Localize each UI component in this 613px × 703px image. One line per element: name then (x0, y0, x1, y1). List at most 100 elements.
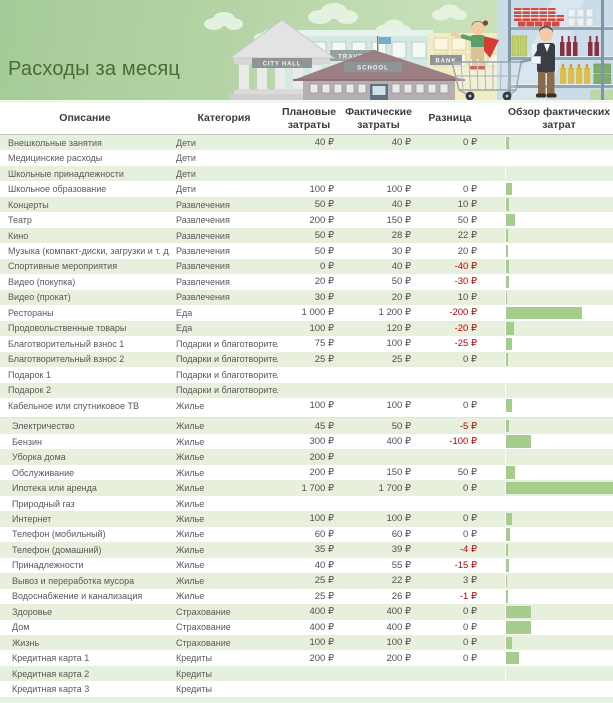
actual-cost-bar-cell[interactable] (505, 150, 613, 166)
description-cell[interactable]: Уборка дома (12, 452, 66, 463)
category-cell[interactable]: Жилье (176, 421, 205, 432)
actual-cost-cell[interactable]: 100 ₽ (386, 637, 411, 649)
column-header-actual[interactable]: Фактические затраты (345, 106, 412, 131)
category-cell[interactable]: Развлечения (176, 292, 230, 303)
actual-cost-cell[interactable]: 150 ₽ (386, 467, 411, 479)
actual-cost-bar-cell[interactable] (505, 557, 613, 574)
difference-cell[interactable]: 50 ₽ (457, 467, 477, 479)
planned-cost-cell[interactable]: 40 ₽ (314, 137, 334, 149)
actual-cost-cell[interactable]: 25 ₽ (391, 353, 411, 365)
difference-cell[interactable]: 0 ₽ (463, 621, 477, 633)
actual-cost-bar-cell[interactable] (505, 650, 613, 666)
category-cell[interactable]: Страхование (176, 622, 231, 633)
actual-cost-cell[interactable]: 50 ₽ (391, 420, 411, 432)
category-cell[interactable]: Еда (176, 307, 193, 318)
actual-cost-bar-cell[interactable] (505, 511, 613, 527)
actual-cost-bar-cell[interactable] (505, 243, 613, 259)
difference-cell[interactable]: -4 ₽ (459, 544, 477, 556)
actual-cost-cell[interactable]: 30 ₽ (391, 245, 411, 257)
description-cell[interactable]: Видео (покупка) (8, 276, 76, 287)
difference-cell[interactable]: -5 ₽ (459, 420, 477, 432)
actual-cost-bar-cell[interactable] (505, 227, 613, 244)
category-cell[interactable]: Развлечения (176, 215, 230, 226)
description-cell[interactable]: Концерты (8, 199, 49, 210)
category-cell[interactable]: Жилье (176, 467, 205, 478)
description-cell[interactable]: Здоровье (12, 606, 53, 617)
actual-cost-cell[interactable]: 100 ₽ (386, 183, 411, 195)
planned-cost-cell[interactable]: 300 ₽ (309, 436, 334, 448)
planned-cost-cell[interactable]: 75 ₽ (314, 338, 334, 350)
actual-cost-cell[interactable]: 22 ₽ (391, 575, 411, 587)
category-cell[interactable]: Дети (176, 168, 196, 179)
actual-cost-bar-cell[interactable] (505, 464, 613, 481)
difference-cell[interactable]: 0 ₽ (463, 353, 477, 365)
description-cell[interactable]: Бензин (12, 436, 43, 447)
difference-cell[interactable]: 0 ₽ (463, 606, 477, 618)
description-cell[interactable]: Кабельное или спутниковое ТВ (8, 400, 139, 411)
actual-cost-cell[interactable]: 100 ₽ (386, 513, 411, 525)
planned-cost-cell[interactable]: 25 ₽ (314, 590, 334, 602)
category-cell[interactable]: Жилье (176, 498, 205, 509)
actual-cost-bar-cell[interactable] (505, 336, 613, 352)
category-cell[interactable]: Дети (176, 184, 196, 195)
actual-cost-bar-cell[interactable] (505, 135, 613, 151)
description-cell[interactable]: Телефон (мобильный) (12, 529, 106, 540)
difference-cell[interactable]: -15 ₽ (454, 559, 477, 571)
actual-cost-cell[interactable]: 200 ₽ (386, 652, 411, 664)
category-cell[interactable]: Кредиты (176, 668, 212, 679)
actual-cost-bar-cell[interactable] (505, 382, 613, 398)
difference-cell[interactable]: 50 ₽ (457, 214, 477, 226)
difference-cell[interactable]: 0 ₽ (463, 482, 477, 494)
actual-cost-bar-cell[interactable] (505, 289, 613, 306)
category-cell[interactable]: Развлечения (176, 261, 230, 272)
planned-cost-cell[interactable]: 200 ₽ (309, 652, 334, 664)
actual-cost-cell[interactable]: 26 ₽ (391, 590, 411, 602)
category-cell[interactable]: Жилье (176, 452, 205, 463)
column-header-difference[interactable]: Разница (428, 112, 472, 125)
planned-cost-cell[interactable]: 100 ₽ (309, 513, 334, 525)
difference-cell[interactable]: 0 ₽ (463, 652, 477, 664)
actual-cost-cell[interactable]: 100 ₽ (386, 400, 411, 412)
actual-cost-bar-cell[interactable] (505, 573, 613, 589)
difference-cell[interactable]: 0 ₽ (463, 400, 477, 412)
description-cell[interactable]: Жизнь (12, 637, 40, 648)
actual-cost-bar-cell[interactable] (505, 588, 613, 605)
planned-cost-cell[interactable]: 40 ₽ (314, 559, 334, 571)
description-cell[interactable]: Подарок 1 (8, 369, 51, 380)
actual-cost-cell[interactable]: 28 ₽ (391, 230, 411, 242)
planned-cost-cell[interactable]: 30 ₽ (314, 291, 334, 303)
column-header-description[interactable]: Описание (59, 112, 111, 125)
actual-cost-bar-cell[interactable] (505, 196, 613, 213)
actual-cost-cell[interactable]: 120 ₽ (386, 322, 411, 334)
description-cell[interactable]: Видео (прокат) (8, 292, 71, 303)
actual-cost-bar-cell[interactable] (505, 542, 613, 558)
description-cell[interactable]: Принадлежности (12, 560, 84, 571)
description-cell[interactable]: Внешкольные занятия (8, 137, 102, 148)
actual-cost-bar-cell[interactable] (505, 367, 613, 383)
description-cell[interactable]: Театр (8, 215, 32, 226)
category-cell[interactable]: Подарки и благотворительность (176, 354, 278, 365)
actual-cost-bar-cell[interactable] (505, 258, 613, 275)
actual-cost-bar-cell[interactable] (505, 681, 613, 697)
planned-cost-cell[interactable]: 60 ₽ (314, 528, 334, 540)
description-cell[interactable]: Музыка (компакт-диски, загрузки и т. д.) (8, 246, 170, 257)
difference-cell[interactable]: -100 ₽ (449, 436, 477, 448)
description-cell[interactable]: Водоснабжение и канализация (12, 591, 143, 602)
actual-cost-bar-cell[interactable] (505, 665, 613, 682)
category-cell[interactable]: Жилье (176, 591, 205, 602)
category-cell[interactable]: Подарки и благотворительность (176, 338, 278, 349)
category-cell[interactable]: Развлечения (176, 246, 230, 257)
planned-cost-cell[interactable]: 1 700 ₽ (301, 482, 334, 494)
description-cell[interactable]: Школьное образование (8, 184, 107, 195)
description-cell[interactable]: Продовольственные товары (8, 323, 127, 334)
actual-cost-cell[interactable]: 40 ₽ (391, 260, 411, 272)
difference-cell[interactable]: -200 ₽ (449, 307, 477, 319)
actual-cost-cell[interactable]: 150 ₽ (386, 214, 411, 226)
description-cell[interactable]: Благотворительный взнос 2 (8, 354, 125, 365)
planned-cost-cell[interactable]: 100 ₽ (309, 400, 334, 412)
difference-cell[interactable]: 22 ₽ (457, 230, 477, 242)
category-cell[interactable]: Подарки и благотворительность (176, 385, 278, 396)
planned-cost-cell[interactable]: 35 ₽ (314, 544, 334, 556)
difference-cell[interactable]: 0 ₽ (463, 137, 477, 149)
column-header-planned[interactable]: Плановые затраты (281, 106, 337, 131)
